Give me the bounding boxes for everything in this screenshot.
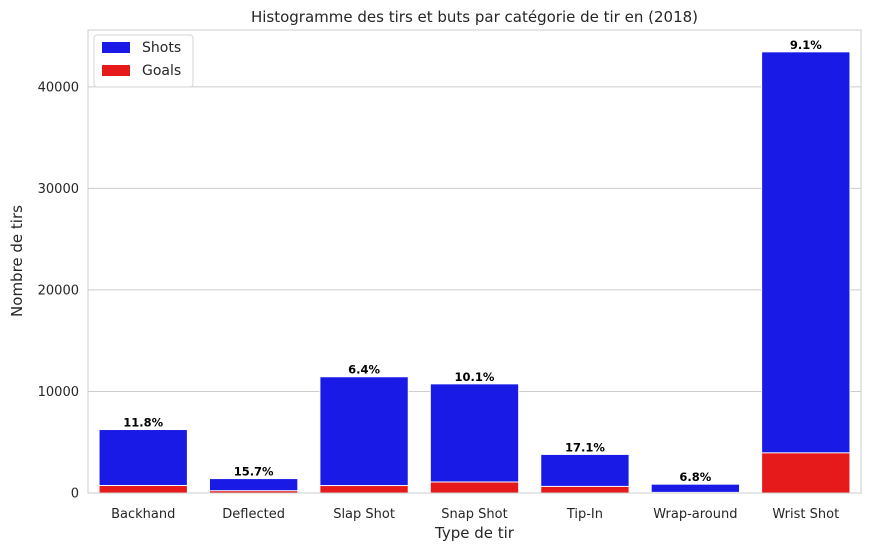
bar-shots (650, 483, 741, 494)
x-tick-label: Deflected (222, 507, 285, 522)
y-axis-label: Nombre de tirs (8, 205, 26, 317)
x-tick-label: Tip-In (566, 507, 603, 522)
y-tick-labels: 0 10000 20000 30000 40000 (38, 80, 79, 501)
y-tick-label: 10000 (38, 385, 79, 400)
percentage-label: 17.1% (565, 440, 605, 454)
x-tick-label: Slap Shot (333, 507, 395, 522)
legend-swatch-shots (102, 42, 130, 53)
legend: Shots Goals (93, 34, 194, 88)
bar-goals (319, 485, 409, 494)
bar-goals (429, 481, 520, 494)
y-tick-label: 0 (71, 487, 79, 502)
x-tick-labels: Backhand Deflected Slap Shot Snap Shot Tip-I… (111, 507, 839, 522)
y-tick-label: 30000 (38, 182, 79, 197)
bar-goals (761, 452, 851, 494)
bar-shots (429, 383, 520, 494)
percentage-label: 9.1% (790, 38, 822, 52)
legend-label-goals: Goals (142, 63, 181, 79)
percentage-label: 15.7% (234, 465, 274, 479)
bar-shots (98, 429, 188, 494)
percentage-label: 6.8% (679, 470, 711, 484)
bar-shots (319, 376, 409, 494)
percentage-labels: 11.8% 15.7% 6.4% 10.1% 17.1% 6.8% 9.1% (123, 38, 822, 484)
legend-swatch-goals (102, 65, 130, 76)
y-tick-label: 40000 (38, 80, 79, 95)
x-tick-label: Wrap-around (653, 507, 737, 522)
y-tick-label: 20000 (38, 283, 79, 298)
x-tick-label: Backhand (111, 507, 175, 522)
percentage-label: 10.1% (455, 370, 495, 384)
plot-frame (87, 29, 862, 494)
chart-title: Histogramme des tirs et buts par catégor… (251, 8, 698, 26)
bar-goals (98, 484, 188, 494)
legend-label-shots: Shots (142, 40, 181, 56)
bar-shots (761, 51, 851, 494)
x-axis-label: Type de tir (434, 524, 515, 542)
x-tick-label: Snap Shot (441, 507, 507, 522)
percentage-label: 6.4% (348, 363, 380, 377)
x-tick-label: Wrist Shot (772, 507, 839, 522)
percentage-label: 11.8% (123, 416, 163, 430)
bar-goals (540, 485, 630, 494)
